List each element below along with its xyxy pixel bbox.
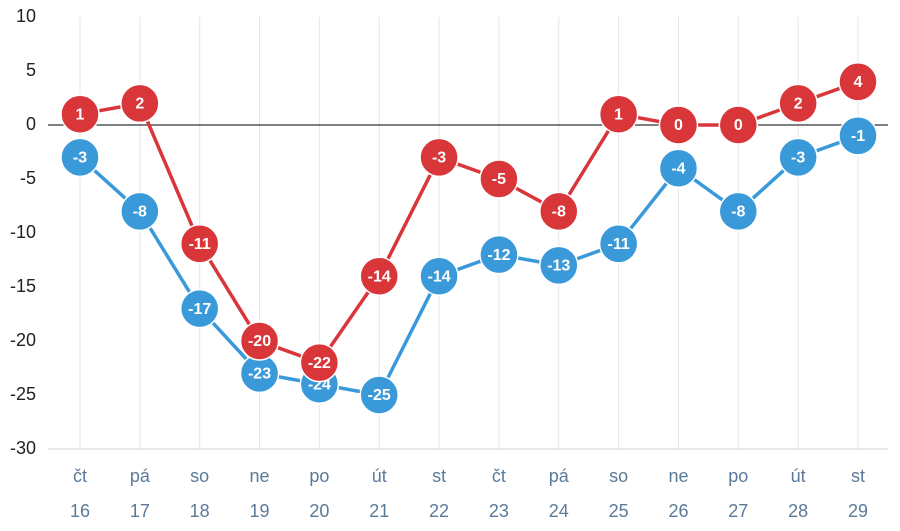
x-tick-label: 20 [309,501,329,521]
point [479,159,519,199]
x-tick-label: 23 [489,501,509,521]
x-tick-label: po [309,466,329,486]
point [598,94,639,134]
point-label: 0 [734,117,743,134]
x-tick-label: út [372,466,387,486]
x-tick-label: 27 [728,501,748,521]
point [179,288,220,329]
point-label: -23 [248,366,271,383]
point [359,256,399,296]
x-tick-label: 22 [429,501,449,521]
x-tick-label: 17 [130,501,150,521]
point-label: -8 [552,204,566,221]
point-label: -3 [432,150,446,167]
point [778,137,818,178]
point-label: -8 [731,204,745,221]
point-label: -25 [368,387,391,404]
x-tick-label: 19 [250,501,270,521]
point-label: -13 [547,258,570,275]
point-label: -3 [791,150,805,167]
x-tick-label: 16 [70,501,90,521]
point-label: 1 [76,106,85,123]
x-tick-label: čt [492,466,506,486]
point [179,224,220,264]
series-line [78,134,859,397]
point [539,245,579,286]
y-tick-label: -20 [10,330,36,350]
x-tick-label: ne [250,466,270,486]
point-label: 4 [854,74,863,91]
point-label: -14 [368,268,391,285]
x-tick-label: út [791,466,806,486]
point-label: -22 [308,355,331,372]
point-label: -11 [189,236,211,253]
x-tick-label: st [851,466,865,486]
y-tick-label: -15 [10,276,36,296]
y-tick-label: -10 [10,222,36,242]
point [419,137,459,178]
point-label: -8 [133,204,147,221]
point-label: -12 [487,247,510,264]
y-tick-label: 5 [26,60,36,80]
point [60,137,100,178]
x-tick-label: so [609,466,628,486]
point [60,94,100,134]
x-tick-label: st [432,466,446,486]
point-label: -11 [607,236,629,253]
point-label: 0 [674,117,683,134]
point-label: 2 [135,96,144,113]
x-tick-label: 26 [668,501,688,521]
y-tick-label: -30 [10,438,36,458]
point-label: 1 [614,106,623,123]
point-label: -17 [188,301,211,318]
point-label: -20 [248,333,271,350]
point [838,116,878,156]
x-tick-label: pá [130,466,151,486]
x-tick-label: 24 [549,501,569,521]
point [598,224,639,264]
point [778,83,818,124]
point-label: -1 [851,128,865,145]
x-tick-label: 21 [369,501,389,521]
point [718,105,759,145]
x-tick-label: 18 [190,501,210,521]
point [479,234,519,275]
point [359,375,399,415]
x-tick-label: čt [73,466,87,486]
y-tick-label: -5 [20,168,36,188]
y-tick-label: 0 [26,114,36,134]
point [658,148,699,188]
point [239,321,280,361]
point [419,256,459,296]
point [718,191,759,232]
point [120,83,160,124]
point-label: -5 [492,171,506,188]
y-tick-label: 10 [16,6,36,26]
x-tick-label: 28 [788,501,808,521]
point-label: -4 [671,160,685,177]
point [299,342,340,383]
x-tick-label: 25 [609,501,629,521]
point-label: -14 [428,268,451,285]
point-label: 2 [794,96,803,113]
point-label: -3 [73,150,87,167]
x-tick-label: ne [668,466,688,486]
x-tick-label: so [190,466,209,486]
point [838,62,878,102]
x-tick-label: po [728,466,748,486]
point [539,191,579,232]
point [658,105,699,145]
point [120,191,160,232]
x-tick-label: 29 [848,501,868,521]
y-tick-label: -25 [10,384,36,404]
x-tick-label: pá [549,466,570,486]
